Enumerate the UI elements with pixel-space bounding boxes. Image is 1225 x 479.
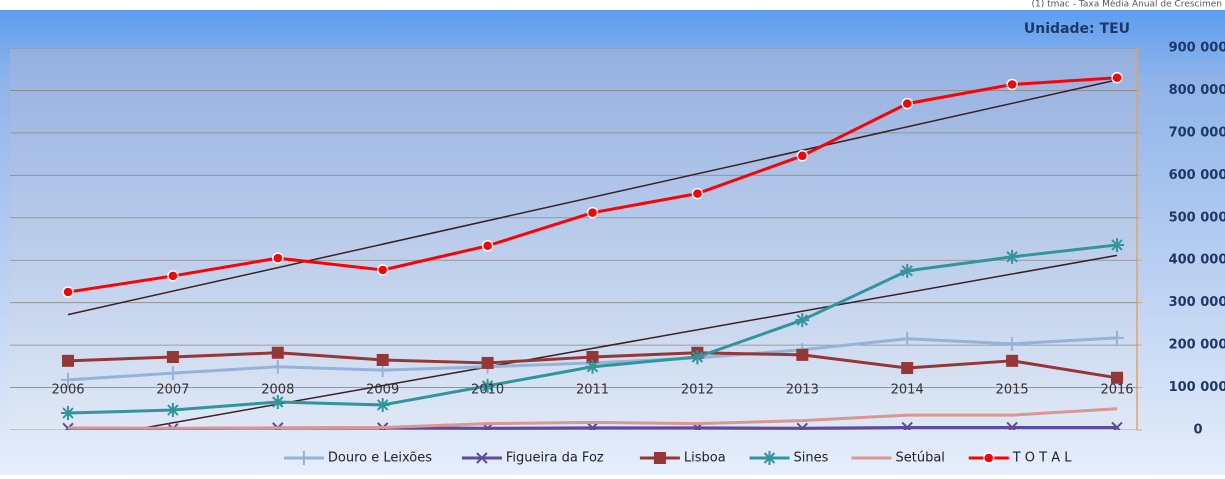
x-tick-label: 2013 bbox=[786, 383, 819, 398]
marker bbox=[166, 350, 179, 363]
marker bbox=[165, 366, 180, 381]
x-tick-label: 2009 bbox=[366, 383, 399, 398]
marker bbox=[375, 397, 390, 412]
x-tick-label: 2007 bbox=[156, 383, 189, 398]
marker bbox=[1111, 421, 1123, 430]
marker bbox=[586, 422, 599, 430]
y-tick-label: 200 000 bbox=[1169, 338, 1225, 353]
legend-label: Sines bbox=[794, 451, 829, 466]
marker bbox=[481, 240, 494, 252]
marker bbox=[1111, 371, 1123, 384]
legend-label: T O T A L bbox=[1012, 451, 1073, 466]
marker bbox=[586, 350, 599, 363]
marker bbox=[270, 359, 285, 374]
marker bbox=[691, 187, 704, 200]
y-tick-label: 600 000 bbox=[1169, 168, 1225, 183]
x-tick-label: 2015 bbox=[996, 383, 1029, 398]
marker bbox=[796, 348, 809, 361]
marker bbox=[1110, 330, 1124, 345]
marker bbox=[271, 346, 284, 359]
marker bbox=[61, 372, 75, 387]
note: (1) tmac - Taxa Média Anual de Crescimen bbox=[1032, 0, 1222, 10]
marker bbox=[270, 394, 285, 409]
marker bbox=[796, 422, 809, 430]
legend-label: Setúbal bbox=[896, 451, 945, 466]
y-tick-label: 100 000 bbox=[1169, 380, 1225, 395]
marker bbox=[653, 452, 666, 464]
marker bbox=[167, 270, 179, 282]
marker bbox=[901, 421, 913, 430]
marker bbox=[1006, 354, 1019, 367]
y-tick-label: 500 000 bbox=[1169, 210, 1225, 225]
marker bbox=[376, 353, 389, 366]
marker bbox=[296, 451, 311, 465]
marker bbox=[165, 403, 180, 418]
marker bbox=[982, 452, 995, 464]
series-line bbox=[67, 407, 1118, 430]
trend-line bbox=[67, 79, 1118, 316]
plot bbox=[10, 48, 1137, 430]
marker bbox=[1111, 71, 1123, 84]
marker bbox=[795, 313, 810, 328]
trend-line bbox=[127, 254, 1118, 430]
marker bbox=[901, 97, 913, 110]
marker bbox=[481, 356, 494, 369]
marker bbox=[61, 406, 75, 421]
y-tick-label: 900 000 bbox=[1169, 41, 1225, 56]
marker bbox=[62, 286, 74, 298]
marker bbox=[480, 378, 495, 393]
marker bbox=[1005, 336, 1020, 351]
legend-label: Lisboa bbox=[684, 451, 726, 466]
y-tick-label: 700 000 bbox=[1169, 125, 1225, 140]
x-tick-label: 2008 bbox=[261, 383, 294, 398]
marker bbox=[585, 359, 600, 374]
marker bbox=[796, 150, 809, 162]
legend-label: Douro e Leixões bbox=[328, 451, 432, 466]
x-tick-label: 2014 bbox=[891, 383, 924, 398]
x-tick-label: 2012 bbox=[681, 383, 714, 398]
x-tick-label: 2011 bbox=[576, 383, 609, 398]
marker bbox=[901, 362, 914, 375]
unit-label: Unidade: TEU bbox=[1024, 21, 1130, 37]
marker bbox=[272, 252, 284, 264]
x-tick-label: 2016 bbox=[1100, 383, 1133, 398]
marker bbox=[1005, 249, 1020, 264]
x-tick-label: 2010 bbox=[471, 383, 504, 398]
y-tick-label: 0 bbox=[1193, 423, 1202, 438]
marker bbox=[476, 452, 488, 464]
legend-label: Figueira da Foz bbox=[506, 451, 604, 466]
marker bbox=[376, 264, 389, 276]
marker bbox=[690, 349, 705, 364]
marker bbox=[1110, 237, 1124, 252]
marker bbox=[586, 206, 599, 219]
marker bbox=[62, 354, 74, 367]
marker bbox=[900, 331, 915, 346]
y-tick-label: 300 000 bbox=[1169, 295, 1225, 310]
marker bbox=[900, 263, 915, 278]
y-tick-label: 400 000 bbox=[1169, 253, 1225, 268]
marker bbox=[1006, 78, 1018, 91]
marker bbox=[762, 451, 777, 465]
y-tick-label: 800 000 bbox=[1169, 83, 1225, 98]
x-tick-label: 2006 bbox=[51, 383, 84, 398]
marker bbox=[1006, 421, 1018, 430]
